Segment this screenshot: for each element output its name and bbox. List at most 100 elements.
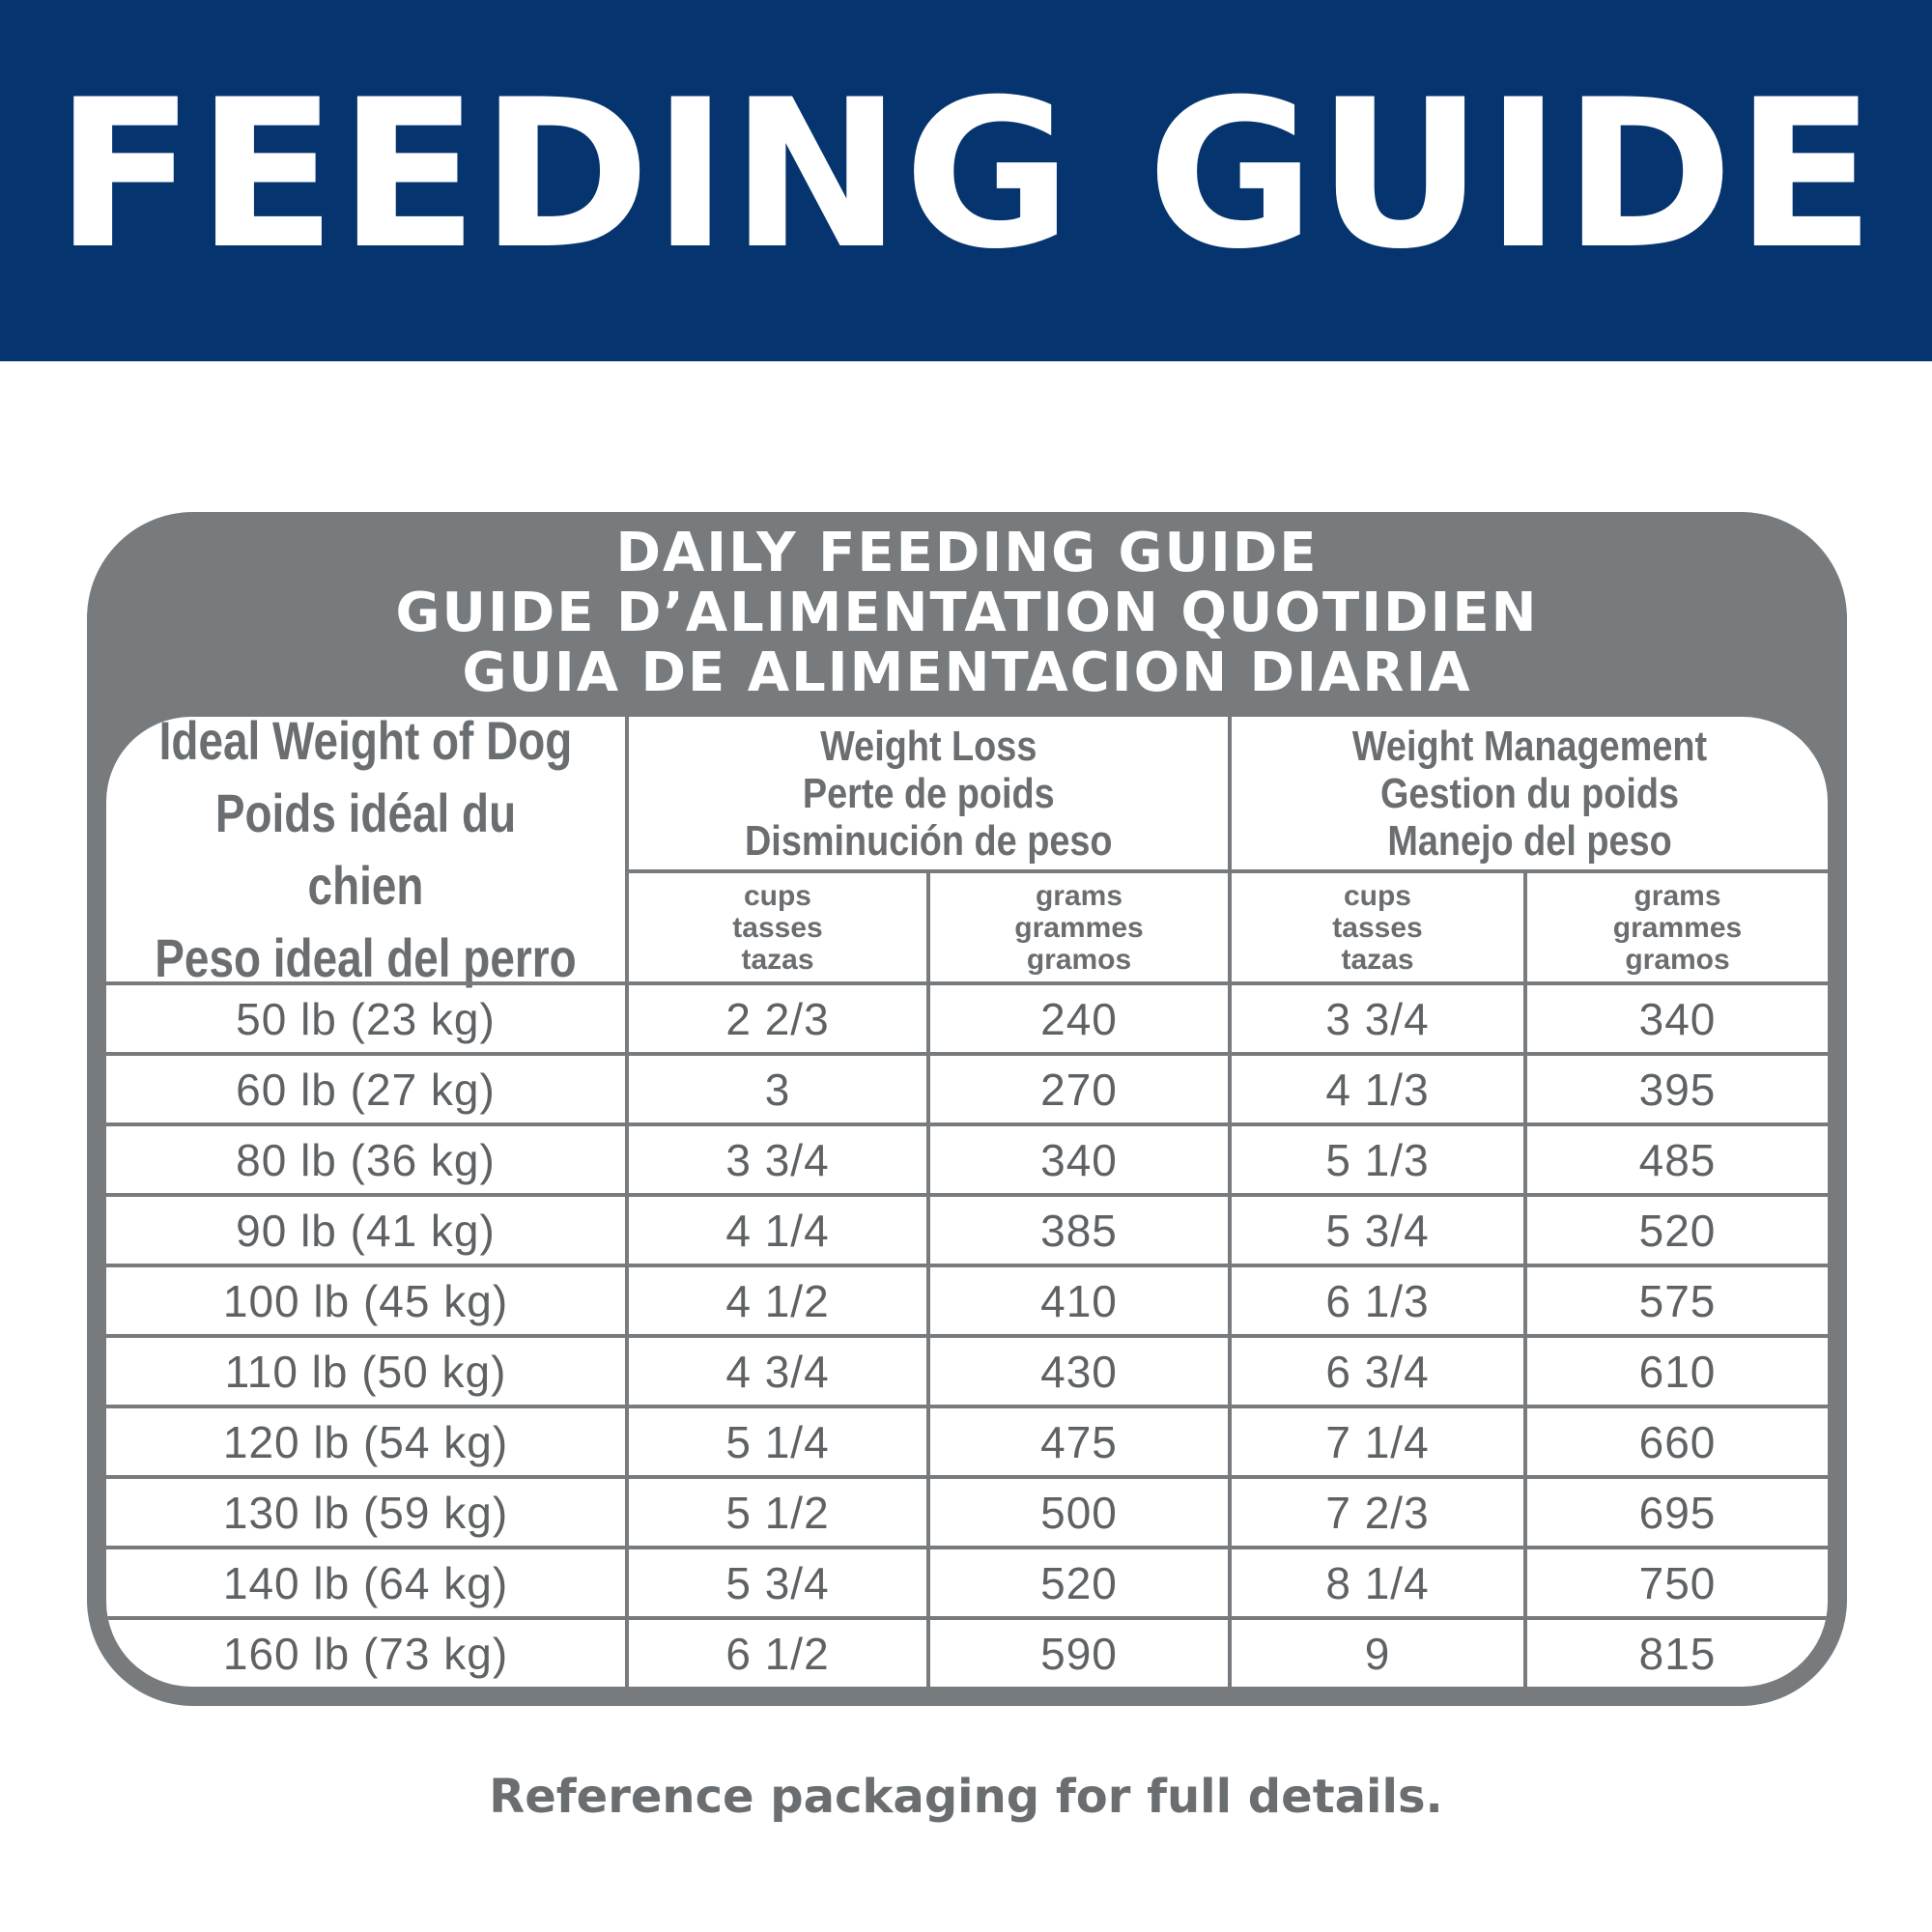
loss-cups-cell: 3 3/4 [725, 1134, 830, 1185]
weight-cell: 100 lb (45 kg) [222, 1275, 509, 1326]
mgmt-grams-cell: 520 [1638, 1205, 1717, 1256]
mgmt-grams-cell: 610 [1638, 1346, 1717, 1397]
weight-header-cell: Ideal Weight of Dog Poids idéal du chien… [106, 717, 625, 988]
column-divider [1523, 869, 1527, 1687]
gramos-label: gramos [1026, 943, 1132, 976]
panel-titles: DAILY FEEDING GUIDE GUIDE D’ALIMENTATION… [87, 524, 1847, 703]
panel-title-fr: GUIDE D’ALIMENTATION QUOTIDIEN [395, 582, 1539, 644]
row-divider [106, 1193, 1828, 1197]
cups-label: cups [1343, 879, 1411, 912]
mgmt-grams-cell: 395 [1638, 1064, 1717, 1115]
loss-grams-cell: 270 [1040, 1064, 1118, 1115]
column-divider [926, 869, 930, 1687]
weight-loss-header-es: Disminución de peso [744, 816, 1113, 865]
weight-management-header-en: Weight Management [1351, 722, 1708, 770]
mgmt-cups-cell: 3 3/4 [1325, 993, 1430, 1044]
mgmt-cups-cell: 8 1/4 [1325, 1557, 1430, 1608]
panel-title-es: GUIA DE ALIMENTACION DIARIA [462, 641, 1472, 704]
cups-label: cups [743, 879, 811, 912]
mgmt-grams-header: grams grammes gramos [1527, 873, 1828, 981]
mgmt-grams-cell: 485 [1638, 1134, 1717, 1185]
mgmt-grams-cell: 815 [1638, 1628, 1717, 1679]
mgmt-cups-cell: 9 [1364, 1628, 1391, 1679]
loss-grams-cell: 410 [1040, 1275, 1118, 1326]
mgmt-cups-cell: 7 1/4 [1325, 1416, 1430, 1467]
loss-cups-cell: 4 1/2 [725, 1275, 830, 1326]
loss-cups-cell: 5 1/2 [725, 1487, 830, 1538]
loss-cups-cell: 5 1/4 [725, 1416, 830, 1467]
mgmt-grams-cell: 575 [1638, 1275, 1717, 1326]
loss-cups-cell: 4 3/4 [725, 1346, 830, 1397]
loss-grams-cell: 385 [1040, 1205, 1118, 1256]
weight-header-en: Ideal Weight of Dog [158, 717, 573, 771]
weight-header-es: Peso ideal del perro [155, 927, 577, 988]
row-divider [106, 1616, 1828, 1620]
loss-cups-cell: 6 1/2 [725, 1628, 830, 1679]
row-divider [106, 981, 1828, 985]
row-divider [106, 1334, 1828, 1338]
grams-label: grams [1035, 879, 1123, 912]
loss-cups-cell: 2 2/3 [725, 993, 830, 1044]
column-divider [625, 717, 629, 1687]
tazas-label: tazas [741, 943, 814, 976]
mgmt-cups-header: cups tasses tazas [1232, 873, 1523, 981]
weight-header-fr: Poids idéal du chien [214, 782, 517, 916]
weight-cell: 120 lb (54 kg) [222, 1416, 509, 1467]
tasses-label: tasses [1332, 911, 1423, 944]
mgmt-grams-cell: 750 [1638, 1557, 1717, 1608]
tazas-label: tazas [1341, 943, 1414, 976]
mgmt-cups-cell: 5 1/3 [1325, 1134, 1430, 1185]
mgmt-cups-cell: 5 3/4 [1325, 1205, 1430, 1256]
loss-cups-cell: 3 [764, 1064, 791, 1115]
tasses-label: tasses [732, 911, 823, 944]
mgmt-grams-cell: 340 [1638, 993, 1717, 1044]
grammes-label: grammes [1612, 911, 1743, 944]
weight-cell: 110 lb (50 kg) [224, 1346, 507, 1397]
loss-grams-cell: 340 [1040, 1134, 1118, 1185]
loss-cups-cell: 5 3/4 [725, 1557, 830, 1608]
weight-cell: 60 lb (27 kg) [236, 1064, 496, 1115]
footer-note: Reference packaging for full details. [489, 1770, 1443, 1824]
panel-title-en: DAILY FEEDING GUIDE [615, 522, 1319, 584]
weight-loss-header-en: Weight Loss [819, 722, 1037, 770]
banner-title: FEEDING GUIDE [54, 55, 1878, 294]
feeding-table: Ideal Weight of Dog Poids idéal du chien… [106, 717, 1828, 1687]
loss-grams-cell: 500 [1040, 1487, 1118, 1538]
loss-grams-cell: 475 [1040, 1416, 1118, 1467]
mgmt-cups-cell: 6 1/3 [1325, 1275, 1430, 1326]
mgmt-grams-cell: 695 [1638, 1487, 1717, 1538]
grams-label: grams [1634, 879, 1721, 912]
header-divider [625, 869, 1828, 873]
loss-cups-cell: 4 1/4 [725, 1205, 830, 1256]
row-divider [106, 1052, 1828, 1056]
feeding-guide-panel: DAILY FEEDING GUIDE GUIDE D’ALIMENTATION… [87, 512, 1847, 1706]
weight-cell: 140 lb (64 kg) [222, 1557, 509, 1608]
weight-cell: 50 lb (23 kg) [236, 993, 496, 1044]
loss-grams-header: grams grammes gramos [930, 873, 1228, 981]
mgmt-grams-cell: 660 [1638, 1416, 1717, 1467]
loss-grams-cell: 520 [1040, 1557, 1118, 1608]
weight-management-header-es: Manejo del peso [1387, 816, 1672, 865]
row-divider [106, 1264, 1828, 1267]
gramos-label: gramos [1625, 943, 1730, 976]
mgmt-cups-cell: 4 1/3 [1325, 1064, 1430, 1115]
weight-cell: 90 lb (41 kg) [236, 1205, 496, 1256]
mgmt-cups-cell: 6 3/4 [1325, 1346, 1430, 1397]
row-divider [106, 1475, 1828, 1479]
banner: FEEDING GUIDE [0, 0, 1932, 361]
weight-management-header-fr: Gestion du poids [1379, 769, 1680, 817]
weight-cell: 160 lb (73 kg) [222, 1628, 509, 1679]
loss-grams-cell: 430 [1040, 1346, 1118, 1397]
grammes-label: grammes [1014, 911, 1144, 944]
loss-grams-cell: 240 [1040, 993, 1118, 1044]
mgmt-cups-cell: 7 2/3 [1325, 1487, 1430, 1538]
weight-loss-header-fr: Perte de poids [802, 769, 1055, 817]
row-divider [106, 1546, 1828, 1549]
weight-loss-header-cell: Weight Loss Perte de poids Disminución d… [629, 717, 1228, 869]
row-divider [106, 1405, 1828, 1408]
loss-cups-header: cups tasses tazas [629, 873, 926, 981]
row-divider [106, 1122, 1828, 1126]
weight-cell: 130 lb (59 kg) [222, 1487, 509, 1538]
loss-grams-cell: 590 [1040, 1628, 1118, 1679]
weight-cell: 80 lb (36 kg) [236, 1134, 496, 1185]
